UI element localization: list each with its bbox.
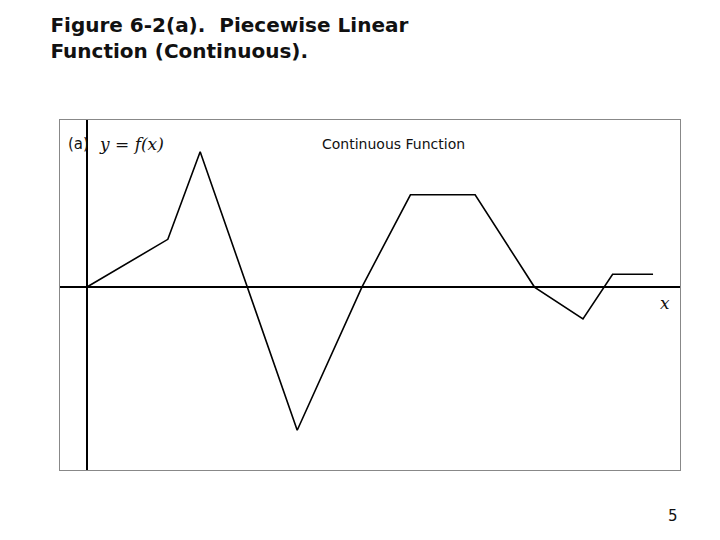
svg-text:Figure 6-2(a). Piecewise Line: Figure 6-2(a). Piecewise LinearFunction … xyxy=(50,13,408,63)
svg-text:y = f(x): y = f(x) xyxy=(99,134,164,154)
svg-text:(a): (a) xyxy=(68,135,89,153)
svg-text:5: 5 xyxy=(668,507,678,525)
svg-text:Continuous Function: Continuous Function xyxy=(322,136,465,152)
svg-text:x: x xyxy=(660,293,670,313)
